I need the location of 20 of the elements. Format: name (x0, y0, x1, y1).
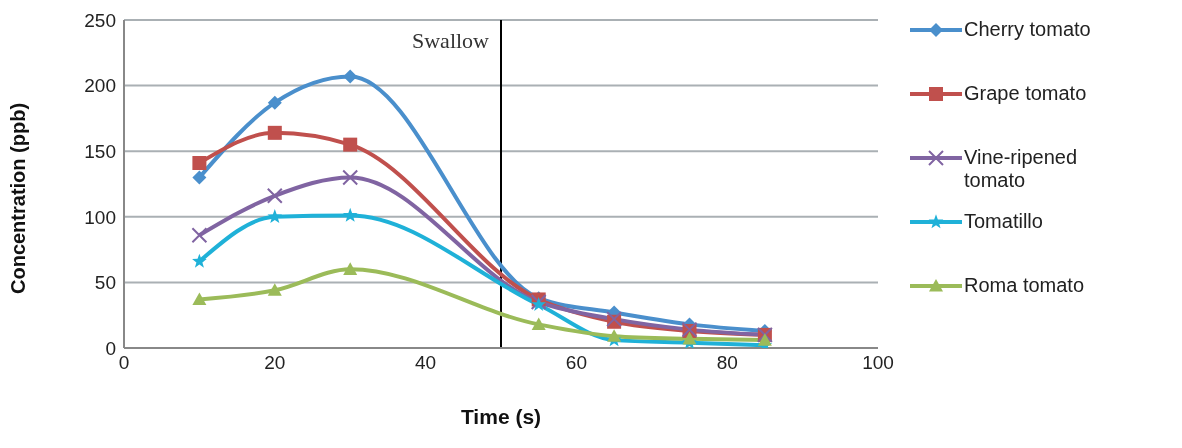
x-tick-label: 60 (565, 352, 587, 374)
legend-label: Grape tomato (964, 82, 1088, 105)
y-axis-title: Concentration (ppb) (7, 102, 30, 294)
x-tick-label: 80 (716, 352, 738, 374)
y-tick-label: 200 (84, 75, 116, 97)
ref-line-label: Swallow (412, 27, 490, 53)
y-tick-label: 100 (84, 206, 116, 228)
legend-label: Tomatillo (964, 210, 1044, 233)
legend-label: Roma tomato (964, 274, 1086, 297)
y-tick-label: 50 (94, 272, 116, 294)
y-tick-label: 0 (105, 337, 116, 359)
x-tick-label: 0 (118, 352, 130, 374)
y-tick-label: 250 (84, 9, 116, 31)
x-axis-title: Time (s) (460, 405, 542, 428)
x-tick-label: 20 (264, 352, 286, 374)
y-tick-label: 150 (84, 140, 116, 162)
x-tick-label: 40 (415, 352, 437, 374)
legend-label: Cherry tomato (964, 18, 1092, 41)
legend-label: Vine-ripened tomato (964, 146, 1079, 192)
x-tick-label: 100 (862, 352, 894, 374)
